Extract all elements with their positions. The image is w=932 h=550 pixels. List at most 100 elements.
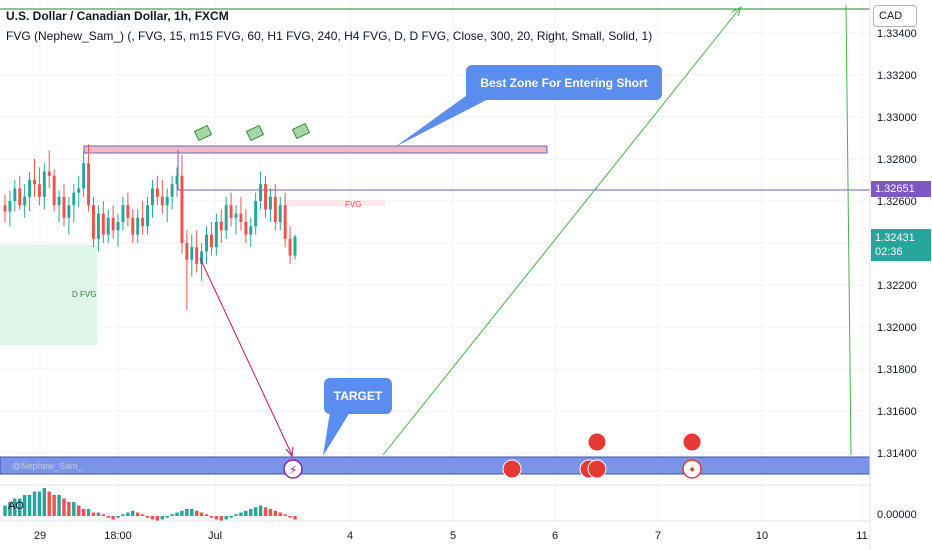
candle-body bbox=[234, 213, 238, 218]
candle-body bbox=[37, 184, 41, 197]
candle-body bbox=[214, 222, 218, 248]
candle-body bbox=[165, 196, 169, 206]
ao-bar bbox=[283, 514, 287, 516]
ao-bar bbox=[150, 516, 155, 520]
ao-bar bbox=[194, 510, 199, 516]
candle-body bbox=[33, 180, 36, 185]
candle-body bbox=[121, 205, 125, 222]
candle-body bbox=[155, 188, 159, 197]
ao-bar bbox=[214, 516, 219, 520]
time-tick: 6 bbox=[552, 530, 558, 542]
candle-body bbox=[131, 217, 135, 235]
candle-body bbox=[273, 196, 277, 222]
ao-bar bbox=[18, 498, 22, 516]
ao-bar bbox=[185, 509, 189, 516]
ao-bar bbox=[52, 495, 56, 516]
candle-body bbox=[146, 205, 150, 227]
candle-body bbox=[219, 222, 223, 231]
ao-bar bbox=[8, 502, 12, 516]
currency-selector[interactable]: CAD bbox=[873, 5, 917, 27]
candle-body bbox=[13, 188, 17, 201]
watermark: @Nephew_Sam_ bbox=[12, 461, 84, 471]
d-fvg-zone bbox=[0, 245, 97, 345]
ao-bar bbox=[126, 512, 130, 516]
candle-body bbox=[175, 175, 179, 185]
candle-body bbox=[96, 213, 100, 239]
ao-bar bbox=[170, 514, 174, 516]
ao-bar bbox=[180, 510, 184, 516]
fvg-zone bbox=[285, 200, 385, 206]
fvg-label: FVG bbox=[345, 200, 361, 209]
candle-body bbox=[195, 247, 199, 264]
ao-bar bbox=[209, 516, 214, 518]
candle-body bbox=[52, 175, 56, 206]
candle-body bbox=[150, 188, 154, 206]
ao-bar bbox=[121, 514, 125, 516]
price-axis[interactable]: 1.33400 1.33200 1.33000 1.32800 1.32600 1.324… bbox=[877, 28, 917, 460]
candle-body bbox=[28, 180, 32, 197]
ao-bar bbox=[268, 509, 273, 516]
ao-bar bbox=[116, 516, 120, 518]
ao-bar bbox=[258, 505, 263, 516]
ao-bar bbox=[86, 509, 91, 516]
time-tick: 10 bbox=[756, 530, 768, 542]
ao-bar bbox=[77, 505, 81, 516]
candle-body bbox=[160, 196, 164, 206]
price-tick: 1.32600 bbox=[877, 196, 917, 208]
ao-bar bbox=[67, 502, 71, 516]
candle-body bbox=[126, 205, 130, 218]
time-tick: 4 bbox=[347, 530, 353, 542]
candle-body bbox=[62, 196, 66, 218]
ao-bar bbox=[249, 509, 253, 516]
candle-body bbox=[18, 188, 22, 206]
ao-bar bbox=[91, 512, 96, 516]
candle-body bbox=[185, 243, 189, 260]
candle-body bbox=[72, 192, 76, 206]
candle-body bbox=[3, 205, 7, 212]
last-price-badge: 1.32431 02:36 bbox=[871, 229, 931, 261]
time-tick: Jul bbox=[208, 530, 222, 542]
price-tick: 1.32800 bbox=[877, 154, 917, 166]
candle-body bbox=[259, 184, 263, 201]
ao-bar bbox=[288, 516, 292, 518]
ao-bar bbox=[101, 514, 106, 516]
candle-body bbox=[244, 222, 248, 235]
candle-body bbox=[283, 205, 287, 239]
candle-body bbox=[170, 184, 174, 197]
ao-bar bbox=[111, 516, 115, 520]
ao-bar bbox=[155, 516, 160, 522]
ao-bar bbox=[3, 505, 7, 516]
candle-body bbox=[106, 217, 110, 235]
flash-glyph-icon: ⚡ bbox=[289, 463, 297, 477]
candle-body bbox=[111, 217, 115, 231]
ao-bar bbox=[234, 514, 238, 516]
ao-bar bbox=[81, 509, 86, 516]
us-flag-icon bbox=[502, 459, 522, 479]
indicator-legend[interactable]: FVG (Nephew_Sam_) (, FVG, 15, m15 FVG, 6… bbox=[6, 29, 653, 43]
short-callout-tail bbox=[395, 93, 500, 147]
ao-bar bbox=[62, 498, 66, 516]
candle-body bbox=[239, 213, 243, 222]
event-icons: ⚡ ✦ bbox=[283, 432, 702, 479]
ao-bar bbox=[13, 498, 17, 516]
ao-bar bbox=[293, 516, 297, 520]
time-axis[interactable]: 29 18:00 Jul 4 5 6 7 10 11 bbox=[34, 530, 868, 542]
ao-bar bbox=[96, 512, 101, 516]
candle-body bbox=[47, 171, 51, 176]
ao-bar bbox=[145, 516, 150, 518]
ao-label: AO bbox=[8, 500, 24, 512]
price-tick: 1.31400 bbox=[877, 448, 917, 460]
time-tick: 11 bbox=[856, 530, 867, 542]
candle-body bbox=[264, 184, 267, 210]
candle-body bbox=[57, 196, 61, 206]
ao-bar bbox=[224, 516, 228, 520]
candle-body bbox=[249, 226, 253, 235]
candles bbox=[3, 144, 297, 311]
time-tick: 18:00 bbox=[104, 530, 132, 542]
price-tick: 1.31600 bbox=[877, 406, 917, 418]
ca-flag-icon bbox=[682, 459, 702, 479]
candle-body bbox=[101, 213, 105, 235]
ao-bar bbox=[131, 510, 135, 516]
red-arrow bbox=[199, 257, 293, 456]
